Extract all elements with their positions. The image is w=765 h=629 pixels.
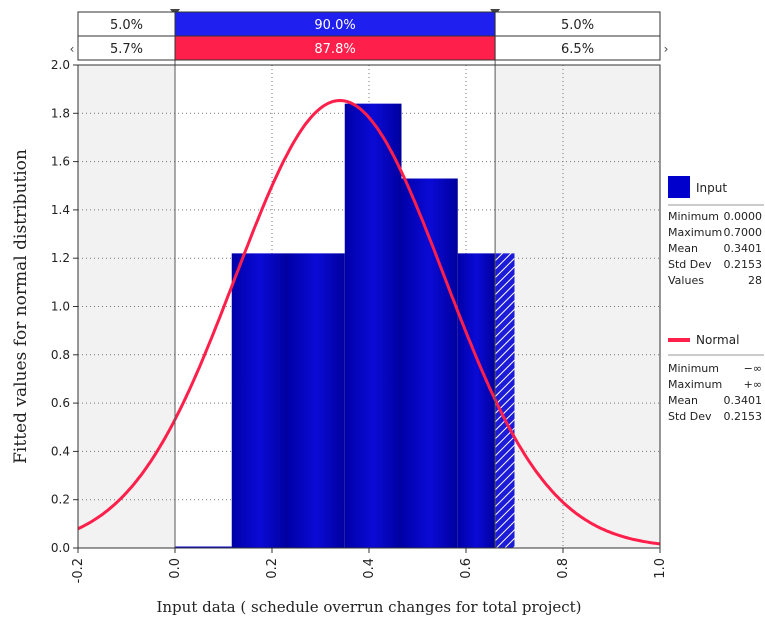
legend-input-stat-value: 0.2153: [724, 258, 763, 271]
legend-normal-label: Normal: [696, 333, 739, 347]
y-axis-title: Fitted values for normal distribution: [11, 149, 31, 464]
band-top-right-cell: [494, 11, 661, 37]
histogram-bar: [344, 103, 402, 548]
x-tick-label: 0.8: [556, 558, 571, 579]
histogram-bar: [288, 253, 345, 548]
x-tick-label: 1.0: [653, 558, 668, 579]
histogram-bar: [231, 253, 289, 548]
legend-normal-stat-label: Std Dev: [668, 410, 712, 423]
band-top-middle-label: 90.0%: [314, 18, 355, 33]
band-top-middle-cell: [174, 11, 496, 37]
legend-normal-stat-value: 0.2153: [724, 410, 763, 423]
legend-input-stat-label: Values: [668, 274, 704, 287]
band-bottom-middle-label: 87.8%: [314, 42, 355, 57]
y-tick-label: 0.8: [51, 348, 70, 362]
legend-input-label: Input: [696, 181, 727, 195]
x-tick-label: 0.2: [265, 558, 280, 579]
band-bottom-middle-cell: [174, 35, 496, 61]
legend-normal-stat-label: Minimum: [668, 362, 719, 375]
band-left-arrow-icon: ‹: [70, 42, 75, 56]
y-tick-label: 0.4: [51, 444, 70, 458]
legend-input-stat-label: Minimum: [668, 210, 719, 223]
histogram-bar: [401, 178, 458, 548]
y-tick-label: 1.8: [51, 106, 70, 120]
band-right-arrow-icon: ›: [664, 42, 669, 56]
legend-normal-stat-value: +∞: [744, 378, 762, 391]
y-tick-label: 1.2: [51, 251, 70, 265]
x-tick-label: 0.4: [362, 558, 377, 579]
legend-input-stat-value: 0.3401: [724, 242, 763, 255]
y-tick-label: 2.0: [51, 58, 70, 72]
band-bottom-left-label: 5.7%: [110, 42, 143, 57]
legend-input-stat-value: 28: [748, 274, 762, 287]
legend-input-stat-label: Std Dev: [668, 258, 712, 271]
legend-input-stat-label: Maximum: [668, 226, 722, 239]
y-tick-label: 0.2: [51, 493, 70, 507]
band-top-left-label: 5.0%: [110, 18, 143, 33]
band-top-right-label: 5.0%: [561, 18, 594, 33]
legend-input-stat-value: 0.7000: [724, 226, 763, 239]
legend-input-swatch: [668, 176, 690, 198]
legend-input-stat-value: 0.0000: [724, 210, 763, 223]
band-bottom-left-cell: [77, 35, 176, 61]
legend-normal-stat-label: Maximum: [668, 378, 722, 391]
legend-normal-stat-value: −∞: [744, 362, 762, 375]
legend-input-stat-label: Mean: [668, 242, 698, 255]
legend-normal-stat-label: Mean: [668, 394, 698, 407]
y-tick-label: 1.0: [51, 300, 70, 314]
histogram-bar-tail: [495, 253, 515, 548]
band-bottom-right-cell: [494, 35, 661, 61]
y-tick-label: 0.6: [51, 396, 70, 410]
x-tick-label: 0.0: [168, 558, 183, 579]
y-tick-label: 1.4: [51, 203, 70, 217]
x-tick-label: 0.6: [459, 558, 474, 579]
y-tick-label: 0.0: [51, 541, 70, 555]
histogram-bar: [457, 253, 496, 548]
x-axis-title: Input data ( schedule overrun changes fo…: [156, 598, 581, 616]
band-bottom-right-label: 6.5%: [561, 42, 594, 57]
y-tick-label: 1.6: [51, 155, 70, 169]
x-tick-label: -0.2: [71, 558, 86, 583]
legend-normal-stat-value: 0.3401: [724, 394, 763, 407]
